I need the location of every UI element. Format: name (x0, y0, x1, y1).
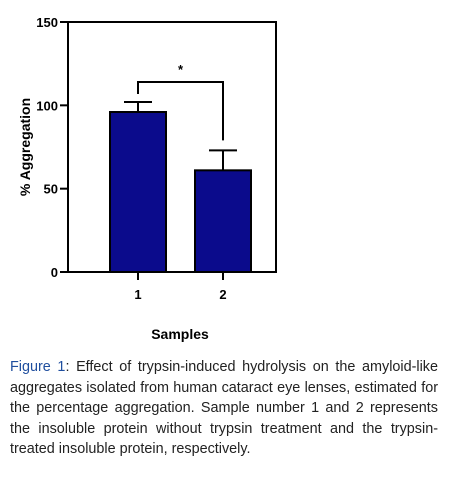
bar-series (109, 111, 252, 273)
error-bars (124, 101, 237, 171)
y-axis: 0 50 100 150 (36, 15, 68, 280)
significance-bracket: * (137, 62, 224, 141)
y-tick-label: 100 (36, 98, 58, 113)
y-axis-title: % Aggregation (17, 98, 33, 196)
significance-label: * (178, 62, 184, 77)
plot-frame (67, 21, 277, 273)
x-axis-title: Samples (151, 326, 209, 342)
figure-caption: Figure 1: Effect of trypsin-induced hydr… (10, 357, 438, 460)
figure-caption-text: : Effect of trypsin-induced hydrolysis o… (10, 359, 438, 457)
bar (194, 169, 252, 273)
x-tick-label: 1 (134, 287, 141, 302)
y-tick-label: 0 (51, 265, 58, 280)
y-tick-label: 50 (44, 182, 58, 197)
bar (109, 111, 167, 273)
y-tick-label: 150 (36, 15, 58, 30)
x-tick-label: 2 (219, 287, 226, 302)
figure-label: Figure 1 (10, 359, 66, 375)
significance-line (137, 81, 224, 141)
